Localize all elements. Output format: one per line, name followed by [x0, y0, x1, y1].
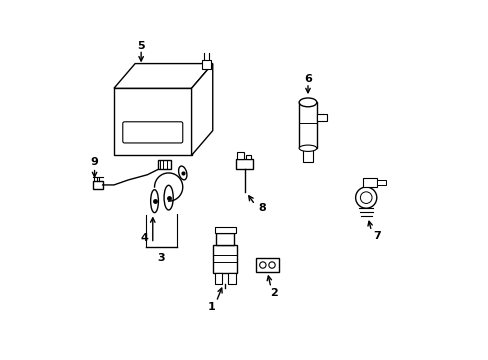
Bar — [214, 274, 222, 284]
FancyBboxPatch shape — [122, 122, 183, 143]
Bar — [236, 152, 244, 159]
Ellipse shape — [150, 190, 158, 213]
Bar — [114, 88, 191, 155]
Bar — [245, 154, 250, 159]
Text: 7: 7 — [372, 231, 380, 242]
Text: 3: 3 — [158, 253, 165, 262]
Ellipse shape — [164, 185, 173, 210]
Bar — [216, 233, 233, 245]
Polygon shape — [114, 64, 212, 88]
Text: 1: 1 — [207, 302, 215, 312]
Text: 6: 6 — [304, 75, 311, 85]
Circle shape — [360, 192, 371, 203]
Bar — [255, 258, 278, 272]
Bar — [212, 245, 237, 274]
Bar — [202, 60, 210, 69]
Text: 5: 5 — [137, 41, 144, 51]
Polygon shape — [191, 64, 212, 155]
Bar — [362, 178, 376, 187]
Ellipse shape — [299, 145, 316, 152]
Bar — [158, 159, 171, 170]
Text: 2: 2 — [270, 288, 278, 298]
Circle shape — [259, 262, 265, 268]
Ellipse shape — [178, 166, 186, 180]
Text: 8: 8 — [258, 203, 265, 213]
Bar — [316, 114, 326, 121]
Bar — [376, 180, 385, 185]
Bar — [227, 274, 235, 284]
Bar — [299, 102, 316, 148]
Circle shape — [355, 187, 376, 208]
Bar — [214, 226, 235, 233]
Bar — [93, 181, 102, 189]
Bar — [302, 148, 313, 162]
Ellipse shape — [299, 98, 316, 107]
Circle shape — [268, 262, 275, 268]
Text: 4: 4 — [140, 233, 147, 243]
Bar — [235, 159, 253, 170]
Text: 9: 9 — [90, 157, 98, 167]
